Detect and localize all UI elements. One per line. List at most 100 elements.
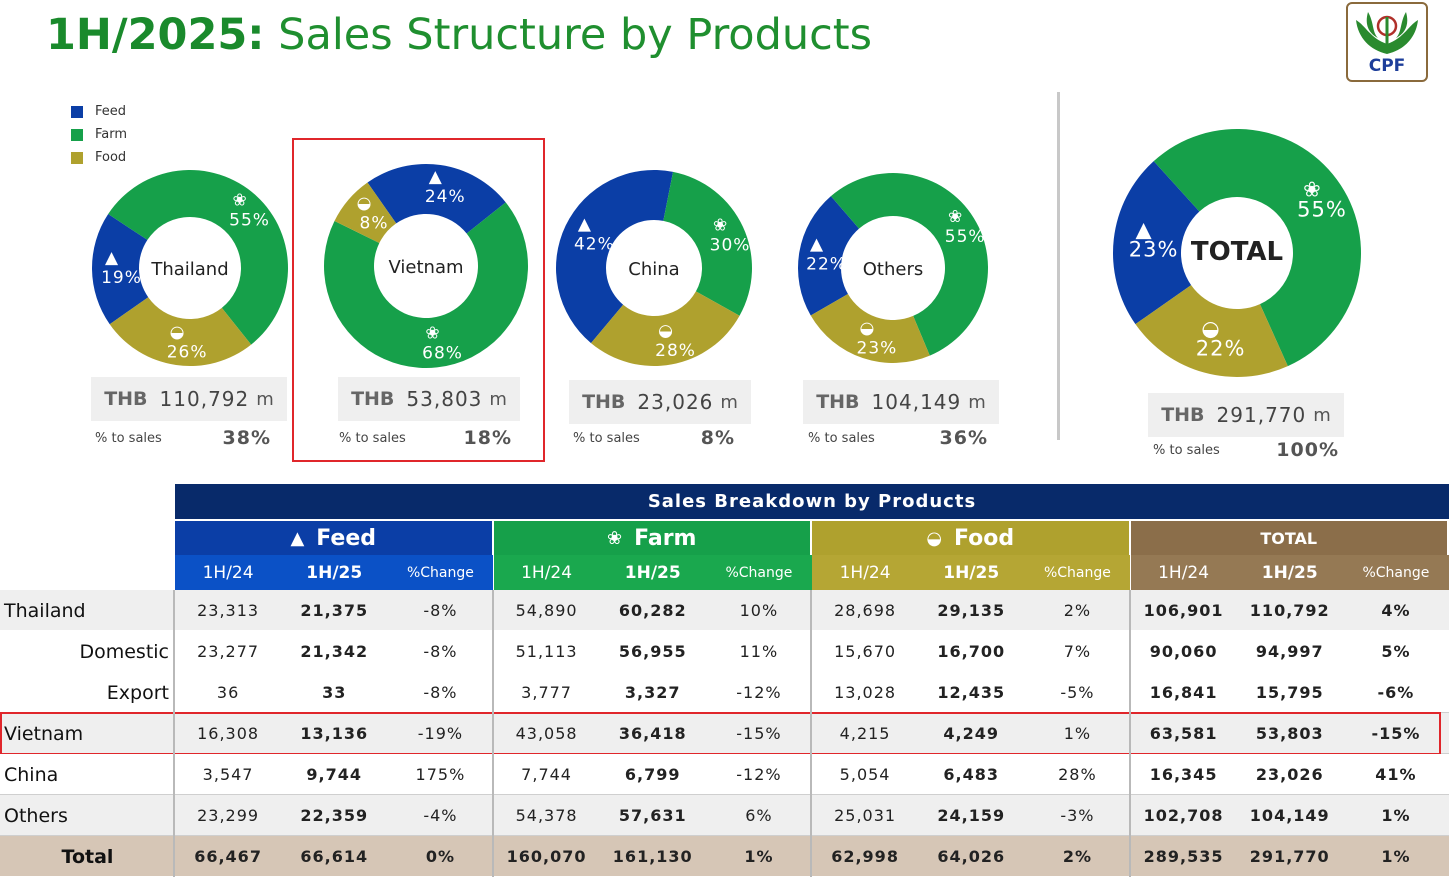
- feed-icon: ▲: [290, 527, 305, 549]
- group-header-label: TOTAL: [1260, 528, 1318, 548]
- table-cell: 23,313: [197, 601, 260, 620]
- table-cell: 23,026: [1255, 765, 1324, 784]
- thb-amount: 110,792: [159, 387, 250, 411]
- farm-icon: ❀: [948, 207, 962, 227]
- vietnam-row-highlight: [0, 712, 1441, 755]
- table-cell: 12,435: [937, 683, 1006, 702]
- table-cell: 94,997: [1255, 642, 1324, 661]
- thb-amount: 104,149: [871, 390, 962, 414]
- sub-header-farm-0: 1H/24: [493, 555, 600, 590]
- pct-value: 18%: [463, 427, 512, 449]
- sub-header-total-0: 1H/24: [1130, 555, 1237, 590]
- table-cell: -5%: [1060, 683, 1095, 702]
- donut-charts: 19%▲55%❀26%◒Thailand24%▲68%❀8%◒Vietnam42…: [92, 128, 1362, 377]
- table-cell: 102,708: [1143, 806, 1224, 825]
- sub-header-total-2: %Change: [1342, 555, 1449, 590]
- table-cell: 54,378: [515, 806, 578, 825]
- table-cell: 3,777: [521, 683, 572, 702]
- donut-slice-feed: [367, 164, 506, 234]
- donut-center-label: Thailand: [150, 259, 228, 280]
- table-cell: 16,841: [1149, 683, 1218, 702]
- food-icon: ◒: [926, 527, 943, 549]
- donut-label-farm: 68%: [422, 344, 463, 364]
- feed-icon: ▲: [578, 215, 592, 235]
- table-cell: 90,060: [1149, 642, 1218, 661]
- logo-text: CPF: [1368, 56, 1406, 76]
- row-label-export: Export: [106, 681, 169, 704]
- table-cell: -8%: [423, 683, 458, 702]
- sub-header-food-1: 1H/25: [918, 555, 1025, 590]
- table-cell: 5%: [1381, 642, 1411, 661]
- table-cell: 43,058: [515, 724, 578, 743]
- table-cell: 57,631: [618, 806, 687, 825]
- pct-value: 38%: [222, 427, 271, 449]
- feed-icon: ▲: [105, 248, 119, 268]
- table-cell: 2%: [1063, 601, 1092, 620]
- table-cell: 4,249: [943, 724, 1000, 743]
- donut-center-label: TOTAL: [1191, 237, 1283, 267]
- pct-label: % to sales: [339, 430, 406, 446]
- food-icon: ◒: [170, 323, 185, 343]
- table-cell: 7,744: [521, 765, 572, 784]
- donut-slice-feed: [1113, 161, 1200, 325]
- legend-swatch-food: [71, 151, 83, 164]
- thb-amount: 291,770: [1216, 403, 1307, 427]
- table-row: [0, 836, 1449, 876]
- feed-icon: ▲: [429, 167, 443, 187]
- group-header-label: Farm: [634, 525, 697, 551]
- thb-unit: m: [1313, 404, 1331, 426]
- table-cell: 21,342: [300, 642, 369, 661]
- table-cell: 13,136: [300, 724, 369, 743]
- thb-box-vietnam: THB 53,803 m: [338, 377, 520, 421]
- table-cell: 51,113: [515, 642, 578, 661]
- thb-currency: THB: [582, 391, 626, 413]
- donut-label-farm: 55%: [229, 211, 270, 231]
- legend-label-feed: Feed: [95, 104, 127, 119]
- chart-legend: Feed Farm Food: [71, 100, 127, 169]
- group-header-total: TOTAL: [1130, 521, 1447, 555]
- thb-box-total: THB 291,770 m: [1148, 393, 1344, 437]
- row-label-others: Others: [4, 804, 68, 827]
- table-cell: 41%: [1375, 765, 1417, 784]
- pct-label: % to sales: [808, 430, 875, 446]
- sub-header-farm-1: 1H/25: [599, 555, 706, 590]
- column-separator: [173, 590, 175, 877]
- donut-label-food: 23%: [857, 339, 898, 359]
- group-header-farm: ❀ Farm: [493, 521, 810, 555]
- thb-box-china: THB 23,026 m: [569, 380, 751, 424]
- table-cell: 60,282: [618, 601, 687, 620]
- table-cell: -19%: [417, 724, 464, 743]
- table-cell: 106,901: [1143, 601, 1224, 620]
- table-cell: 66,467: [194, 847, 262, 866]
- donut-label-farm: 55%: [1297, 198, 1347, 222]
- feed-icon: ▲: [1135, 218, 1152, 242]
- table-cell: 29,135: [937, 601, 1006, 620]
- pct-value: 36%: [939, 427, 988, 449]
- table-row: [0, 713, 1449, 753]
- sub-header-food-2: %Change: [1024, 555, 1131, 590]
- table-cell: 160,070: [506, 847, 587, 866]
- table-cell: -15%: [736, 724, 782, 743]
- table-cell: -12%: [736, 683, 782, 702]
- vietnam-highlight-box: [292, 138, 545, 462]
- farm-icon: ❀: [425, 324, 439, 344]
- donut-slice-food: [334, 182, 397, 244]
- pct-label: % to sales: [1153, 442, 1220, 458]
- donut-label-food: 28%: [655, 341, 696, 361]
- table-cell: 1%: [1381, 847, 1411, 866]
- table-cell: 16,700: [937, 642, 1006, 661]
- group-header-label: Food: [954, 525, 1015, 551]
- thb-currency: THB: [351, 388, 395, 410]
- table-cell: 24,159: [937, 806, 1006, 825]
- table-cell: 161,130: [612, 847, 693, 866]
- table-cell: 110,792: [1249, 601, 1330, 620]
- table-cell: 15,670: [834, 642, 897, 661]
- table-cell: 10%: [739, 601, 779, 620]
- table-cell: 53,803: [1255, 724, 1324, 743]
- pct-row-total: % to sales 100%: [1153, 438, 1339, 462]
- table-cell: -15%: [1371, 724, 1421, 743]
- table-cell: 11%: [739, 642, 779, 661]
- donut-slice-farm: [323, 202, 528, 368]
- table-cell: 23,299: [197, 806, 260, 825]
- row-label-vietnam: Vietnam: [4, 722, 84, 745]
